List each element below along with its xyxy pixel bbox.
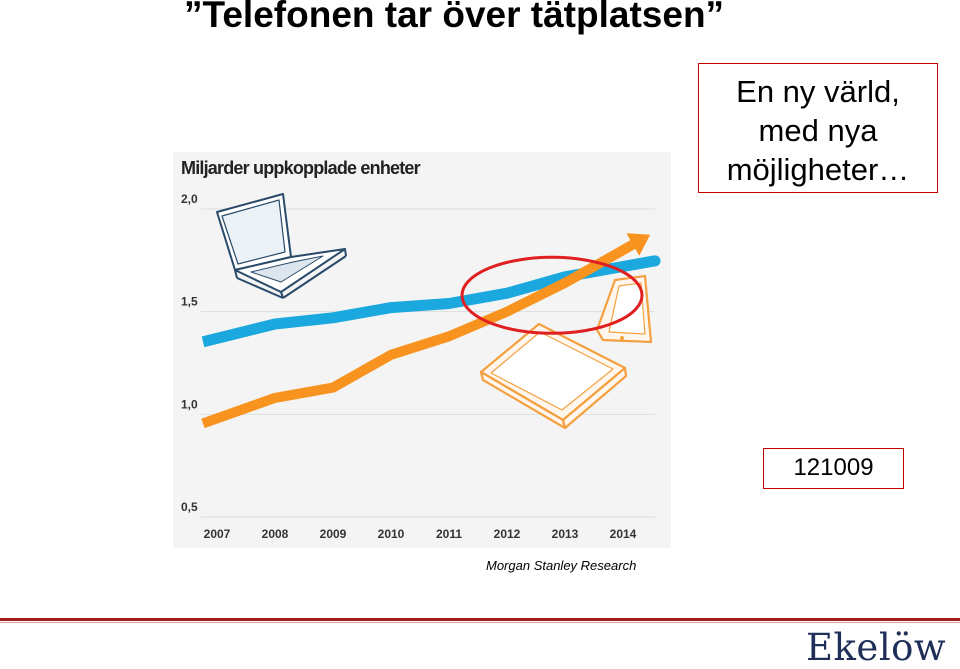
- callout-line-3: möjligheter…: [726, 152, 910, 187]
- y-tick-label: 1,5: [181, 295, 198, 309]
- callout-line-2: med nya: [758, 113, 878, 148]
- y-tick-labels: 0,5 1,0 1,5 2,0: [181, 192, 198, 514]
- series-lines: [201, 233, 661, 429]
- x-tick-label: 2008: [262, 527, 289, 541]
- highlight-ellipse: [460, 255, 644, 335]
- source-citation: Morgan Stanley Research: [486, 558, 637, 573]
- chart-svg: Miljarder uppkopplade enheter 0,5 1,0 1,5 2…: [181, 158, 661, 541]
- smartphone-icon: [595, 274, 653, 344]
- footer-rule-thin: [0, 622, 960, 623]
- slide-title: ”Telefonen tar över tätplatsen”: [184, 0, 725, 35]
- x-tick-label: 2012: [494, 527, 521, 541]
- series-end-pc: [649, 255, 661, 267]
- x-tick-label: 2010: [378, 527, 405, 541]
- y-tick-label: 2,0: [181, 192, 198, 206]
- x-tick-label: 2013: [552, 527, 579, 541]
- series-line-mobile: [201, 237, 641, 429]
- series-arrowhead-mobile: [626, 233, 651, 256]
- highlight: [460, 255, 644, 335]
- chart-title: Miljarder uppkopplade enheter: [181, 158, 421, 178]
- company-logo: Ekelöw: [806, 626, 947, 669]
- chart-panel: Miljarder uppkopplade enheter 0,5 1,0 1,5 2…: [173, 152, 671, 548]
- footer-rule: [0, 618, 960, 621]
- x-tick-labels: 2007 2008 2009 2010 2011 2012 2013 2014: [204, 527, 637, 541]
- date-box: 121009: [763, 448, 904, 489]
- laptop-icon: [216, 193, 347, 299]
- tablet-icon: [479, 322, 628, 430]
- callout-line-1: En ny värld,: [736, 74, 900, 109]
- callout-box: En ny värld, med nya möjligheter…: [698, 63, 938, 193]
- y-tick-label: 1,0: [181, 397, 198, 411]
- x-tick-label: 2014: [610, 527, 637, 541]
- y-tick-label: 0,5: [181, 500, 198, 514]
- x-tick-label: 2007: [204, 527, 231, 541]
- x-tick-label: 2009: [320, 527, 347, 541]
- x-tick-label: 2011: [436, 527, 462, 541]
